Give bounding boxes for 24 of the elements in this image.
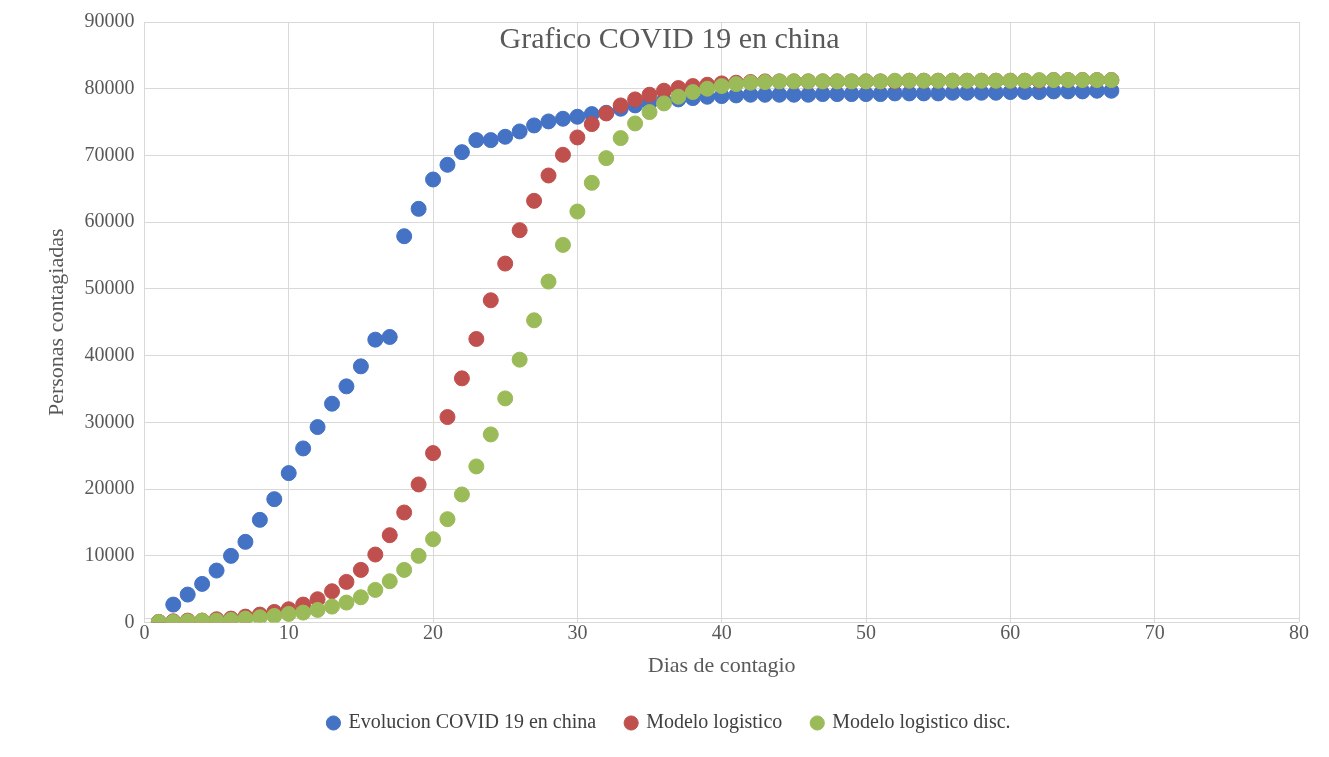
x-tick-label: 50 <box>856 620 877 643</box>
y-tick-label: 90000 <box>84 9 135 32</box>
x-tick-label: 10 <box>278 620 299 643</box>
y-tick-label: 40000 <box>84 342 135 365</box>
y-tick-label: 60000 <box>84 209 135 232</box>
x-tick-label: 80 <box>1289 620 1309 643</box>
y-tick-label: 50000 <box>84 276 135 299</box>
x-tick-label: 60 <box>1000 620 1021 643</box>
y-tick-label: 30000 <box>84 409 135 432</box>
y-axis-title: Personas contagiadas <box>42 228 68 417</box>
y-tick-label: 70000 <box>84 142 135 165</box>
legend-label: Modelo logistico <box>646 710 783 734</box>
y-tick-label: 10000 <box>84 543 135 566</box>
y-tick-label: 80000 <box>84 75 135 98</box>
x-tick-label: 0 <box>139 620 150 643</box>
x-tick-label: 40 <box>711 620 732 643</box>
x-axis-title: Dias de contagio <box>647 651 796 677</box>
legend-label: Modelo logistico disc. <box>832 710 1011 734</box>
x-tick-label: 30 <box>567 620 588 643</box>
legend-label: Evolucion COVID 19 en china <box>348 710 597 733</box>
x-tick-label: 20 <box>423 620 444 643</box>
y-tick-label: 20000 <box>84 476 135 499</box>
x-tick-label: 70 <box>1144 620 1165 643</box>
chart-title: Grafico COVID 19 en china <box>499 20 840 54</box>
